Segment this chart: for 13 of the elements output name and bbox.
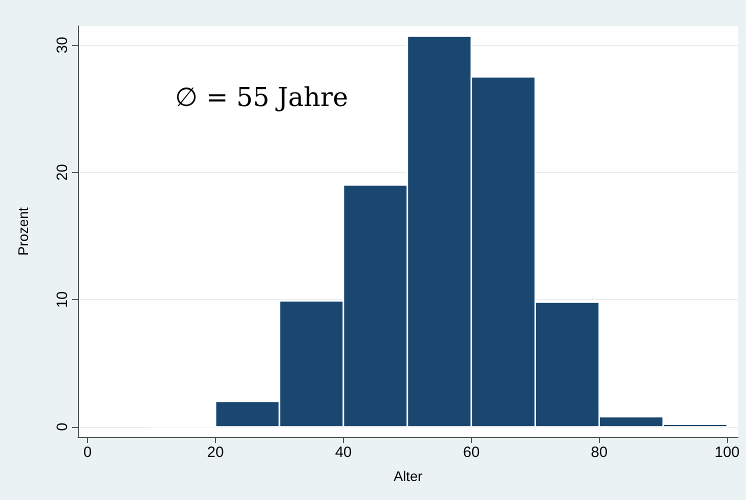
x-tick-label: 60: [462, 444, 480, 461]
x-tick-label: 0: [83, 444, 92, 461]
y-tick-label: 10: [54, 291, 71, 308]
x-tick-label: 40: [335, 444, 352, 461]
x-axis-title: Alter: [394, 468, 423, 484]
y-tick-label: 30: [54, 36, 71, 54]
y-tick-label: 20: [54, 164, 71, 181]
x-tick-label: 80: [590, 444, 608, 461]
y-axis-title: Prozent: [15, 207, 31, 256]
x-tick-label: 100: [714, 444, 740, 461]
annotation: ∅ = 55 Jahre: [175, 83, 348, 113]
x-tick-label: 20: [207, 444, 224, 461]
y-tick-label: 0: [54, 422, 71, 431]
